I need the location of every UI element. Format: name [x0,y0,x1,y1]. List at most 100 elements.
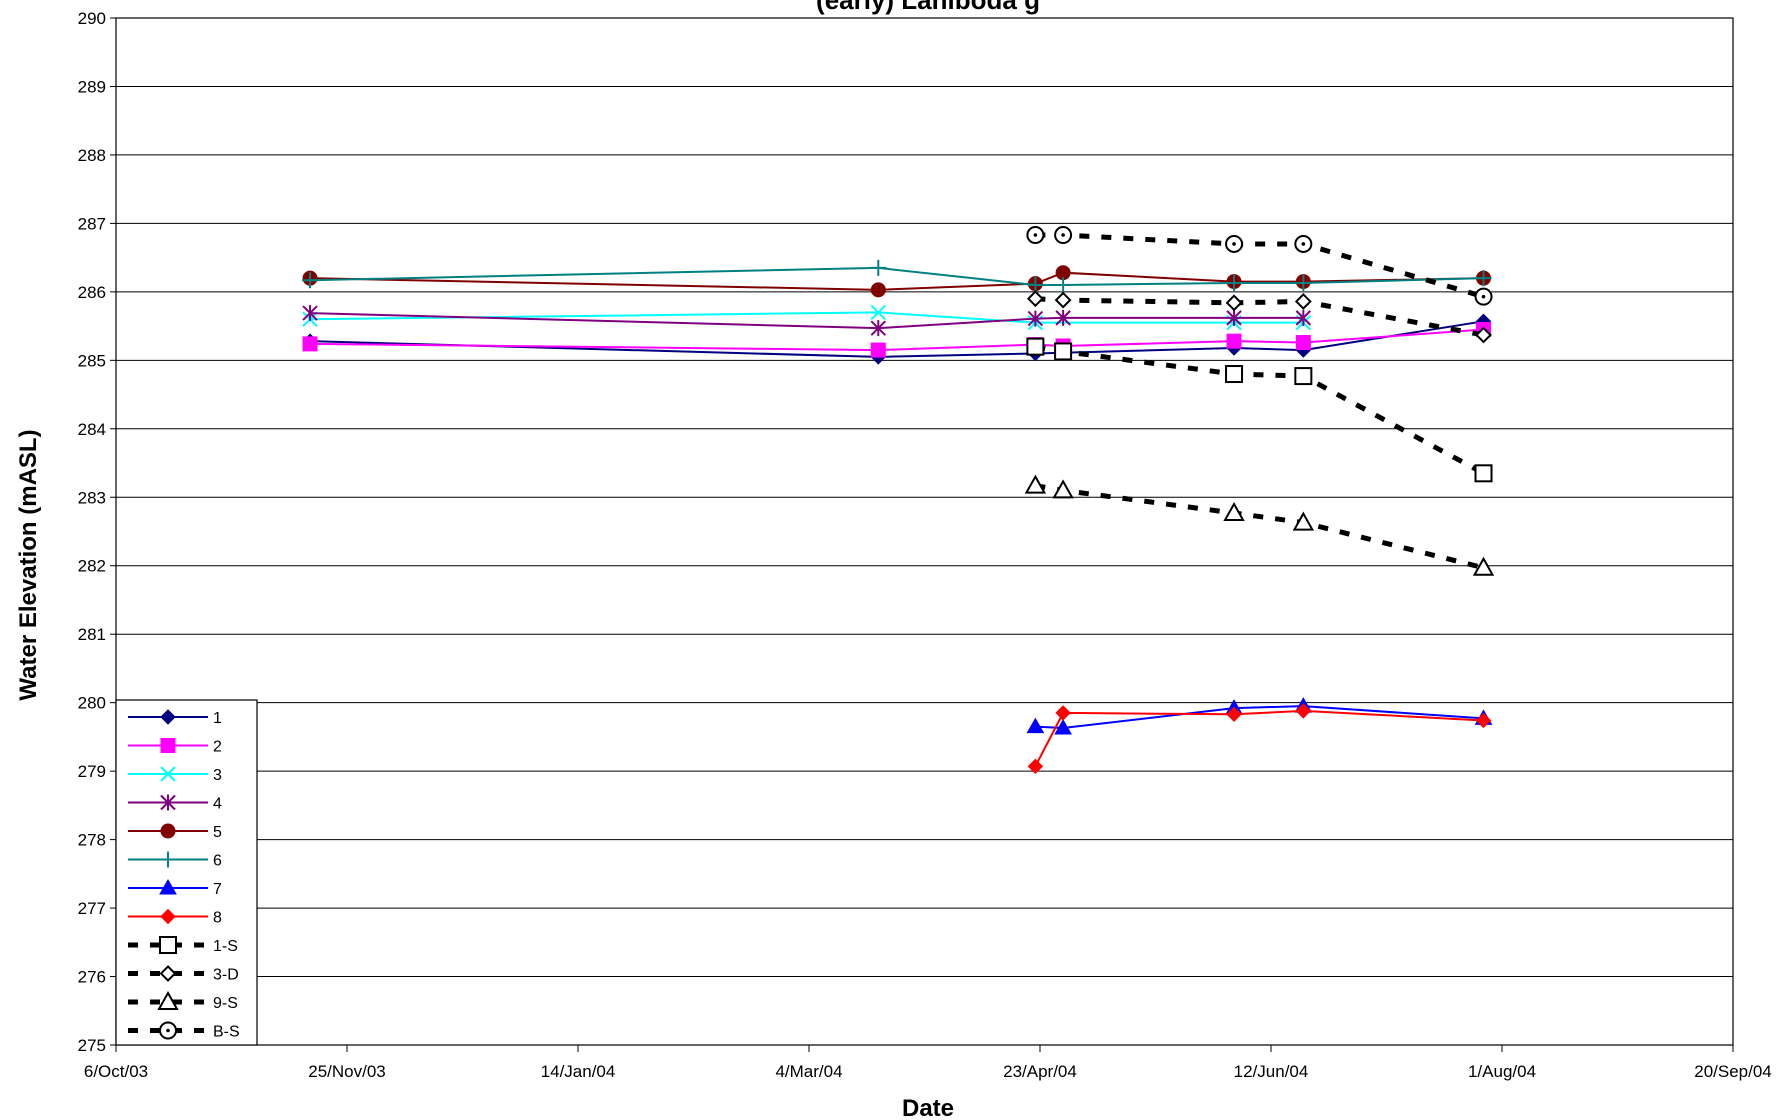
data-point [159,936,177,954]
data-point [1026,290,1044,308]
data-point [870,259,887,276]
data-point [159,1021,177,1040]
data-point [1294,367,1313,386]
y-tick-label: 279 [78,762,106,781]
data-point [159,965,177,982]
data-point [1055,277,1072,294]
legend-label: 4 [213,796,222,813]
data-point-dot [1033,233,1038,237]
y-tick-label: 282 [78,557,106,576]
data-point [1024,474,1047,494]
y-tick-label: 276 [78,968,106,987]
y-tick-label: 280 [78,694,106,713]
legend-box [115,699,258,1046]
plot-area [116,18,1733,1045]
legend-label: 9-S [213,995,238,1012]
data-point-dot [1061,233,1065,237]
data-point [1475,270,1492,287]
x-tick-label: 20/Sep/04 [1694,1062,1772,1081]
x-tick-label: 6/Oct/03 [84,1062,148,1081]
data-point [1055,309,1071,326]
x-tick-label: 25/Nov/03 [308,1062,386,1081]
data-point [302,336,318,352]
legend-label: 6 [213,853,222,870]
legend-label: 8 [213,910,222,927]
data-point [1225,365,1244,384]
data-point [160,823,176,839]
legend-item: 3-D [128,965,239,984]
series-line [310,320,1484,358]
y-tick-label: 278 [78,831,106,850]
legend-item: 3 [128,766,222,784]
legend-item: 4 [128,794,222,813]
legend-item: B-S [128,1021,240,1041]
data-point [302,272,319,289]
x-tick-label: 23/Apr/04 [1003,1062,1077,1081]
legend-label: B-S [213,1024,240,1041]
legend-item: 2 [128,738,222,756]
legend-item: 5 [128,823,222,841]
y-tick-label: 277 [78,899,106,918]
series-9-S [1024,474,1495,576]
x-tick-label: 12/Jun/04 [1234,1062,1309,1081]
data-point [1054,718,1072,735]
data-point [1054,291,1072,309]
data-point [1026,337,1045,356]
data-point [1225,294,1243,312]
legend-label: 7 [213,881,222,898]
data-point [1226,274,1243,291]
legend-item: 8 [128,908,222,927]
data-point [160,851,176,868]
y-tick-label: 275 [78,1036,106,1055]
data-point [160,766,176,782]
data-point [1474,287,1493,306]
data-point [1055,705,1071,721]
data-point [1294,234,1313,253]
data-point [1027,758,1044,775]
data-point [1292,511,1315,531]
legend-item: 7 [128,878,222,898]
series-line [310,312,1304,330]
data-point [160,738,176,753]
data-point-stroke [160,766,176,782]
data-point [870,342,886,358]
data-point [159,878,177,895]
data-point [1052,479,1074,499]
x-tick-label: 4/Mar/04 [775,1062,842,1081]
data-point [160,908,176,925]
chart-title: (early) Laniboda g [816,0,1040,15]
legend-label: 1-S [213,938,238,955]
series-B-S [1026,226,1493,306]
data-point [160,794,176,811]
data-point [1226,309,1242,326]
legend-item: 1-S [128,936,238,955]
data-point [1475,326,1492,344]
data-point [1474,464,1493,483]
legend-label: 1 [213,710,222,727]
legend-label: 3-D [213,967,239,984]
data-point [160,709,176,725]
data-point [1475,712,1492,729]
data-point [1295,274,1312,291]
data-point [1295,335,1311,351]
legend: 1 2 3 4 5 6 7 8 1-S 3-D 9-S B-S [115,699,258,1046]
y-tick-label: 286 [78,283,106,302]
data-point [1225,234,1244,253]
data-point [157,990,179,1010]
legend-item: 9-S [128,990,238,1012]
y-tick-label: 284 [78,420,106,439]
data-point-dot [1481,294,1486,299]
y-tick-label: 285 [78,351,106,370]
data-point [1026,717,1045,734]
x-tick-label: 1/Aug/04 [1468,1062,1536,1081]
data-point [1054,226,1073,245]
data-point [1027,310,1044,327]
y-tick-label: 288 [78,146,106,165]
data-point-dot [166,1028,170,1033]
y-axis-title: Water Elevation (mASL) [15,429,42,700]
data-point-dot [1232,242,1236,246]
data-point [870,282,886,298]
legend-label: 2 [213,739,222,756]
data-point [1026,226,1045,245]
